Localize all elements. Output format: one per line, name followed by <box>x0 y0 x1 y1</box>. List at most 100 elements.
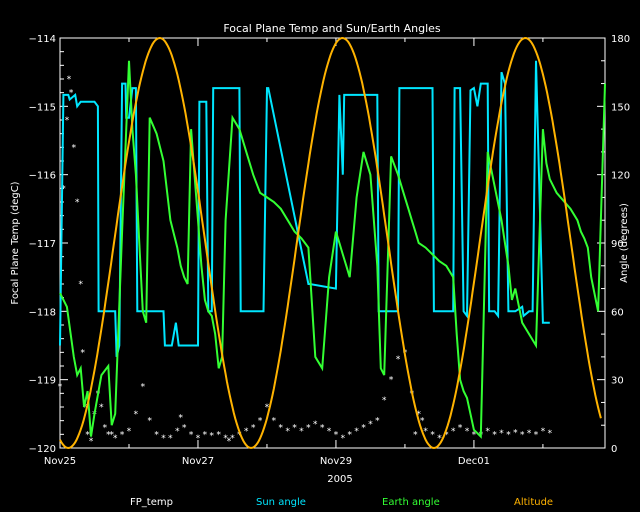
fp-temp-point: * <box>444 430 449 440</box>
fp-temp-point: * <box>66 75 71 85</box>
y-left-tick-label: −117 <box>29 239 56 250</box>
fp-temp-point: * <box>492 430 497 440</box>
legend: FP_temp Sun angle Earth angle Altitude <box>130 497 553 508</box>
y-left-tick-label: −114 <box>29 34 56 45</box>
fp-temp-point: * <box>451 427 456 437</box>
fp-temp-point: * <box>71 143 76 153</box>
y-axis-right-label: Angle (degrees) <box>619 203 630 283</box>
fp-temp-point: * <box>278 424 283 434</box>
fp-temp-point: * <box>457 424 462 434</box>
y-axis-left-label: Focal Plane Temp (degC) <box>10 181 21 304</box>
fp-temp-point: * <box>175 427 180 437</box>
fp-temp-point: * <box>257 417 262 427</box>
y-left-tick-label: −120 <box>29 444 56 455</box>
series-layer: ******************* * ***** * ***** * * * * *** * *… <box>57 36 606 450</box>
fp-temp-point: * <box>244 427 249 437</box>
y-right-tick-label: 180 <box>611 34 630 45</box>
fp-temp-point: * <box>102 424 107 434</box>
fp-temp-point: * <box>75 198 80 208</box>
x-tick-label: Nov27 <box>182 456 214 467</box>
x-tick-label: Nov29 <box>320 456 352 467</box>
fp-temp-point: * <box>237 430 242 440</box>
fp-temp-point: * <box>526 429 531 439</box>
fp-temp-point: * <box>419 417 424 427</box>
fp-temp-point: * <box>68 89 73 99</box>
fp-temp-point: * <box>354 427 359 437</box>
y-right-tick-label: 0 <box>611 444 617 455</box>
fp-temp-point: * <box>106 430 111 440</box>
fp-temp-point: * <box>430 430 435 440</box>
fp-temp-point: * <box>375 417 380 427</box>
fp-temp-point: * <box>540 427 545 437</box>
fp-temp-point: * <box>513 428 518 438</box>
fp-temp-point: * <box>88 437 93 447</box>
chart-title: Focal Plane Temp and Sun/Earth Angles <box>223 22 441 35</box>
y-left-tick-label: −118 <box>29 307 56 318</box>
fp-temp-point: * <box>368 420 373 430</box>
fp-temp-point: * <box>326 427 331 437</box>
legend-sun-angle: Sun angle <box>256 497 306 508</box>
fp-temp-point: * <box>230 434 235 444</box>
fp-temp-point: * <box>188 430 193 440</box>
fp-temp-point: * <box>126 427 131 437</box>
fp-temp-point: * <box>61 184 66 194</box>
fp-temp-point: * <box>78 280 83 290</box>
y-left-tick-label: −115 <box>29 102 56 113</box>
fp-temp-point: * <box>57 383 62 393</box>
fp-temp-point: * <box>285 427 290 437</box>
fp-temp-point: * <box>250 424 255 434</box>
fp-temp-point: * <box>313 420 318 430</box>
fp-temp-point: * <box>271 417 276 427</box>
fp-temp-point: * <box>388 376 393 386</box>
fp-temp-point: * <box>485 427 490 437</box>
fp-temp-point: * <box>168 434 173 444</box>
fp-temp-point: * <box>181 424 186 434</box>
y-left-tick-label: −119 <box>29 376 56 387</box>
fp-temp-point: * <box>109 430 114 440</box>
fp-temp-point: * <box>464 427 469 437</box>
altitude-line <box>59 36 602 450</box>
legend-earth-angle: Earth angle <box>382 497 440 508</box>
y-right-tick-label: 150 <box>611 102 630 113</box>
fp-temp-point: * <box>471 430 476 440</box>
fp-temp-point: * <box>547 429 552 439</box>
y-left-tick-label: −116 <box>29 171 56 182</box>
fp-temp-point: * <box>264 403 269 413</box>
fp-temp-point: * <box>85 430 90 440</box>
fp-temp-point: * <box>154 430 159 440</box>
fp-temp-point: * <box>347 430 352 440</box>
fp-temp-point: * <box>340 434 345 444</box>
fp-temp-point: * <box>216 430 221 440</box>
fp-temp-point: * <box>423 427 428 437</box>
fp-temp-point: * <box>333 430 338 440</box>
fp-temp-point: * <box>520 430 525 440</box>
x-axis-label: 2005 <box>327 474 352 485</box>
y-right-tick-label: 30 <box>611 376 624 387</box>
fp-temp-point: * <box>178 413 183 423</box>
fp-temp-point: * <box>382 396 387 406</box>
y-right-tick-label: 120 <box>611 171 630 182</box>
fp-temp-point: * <box>226 437 231 447</box>
y-right-tick-label: 60 <box>611 307 624 318</box>
fp-temp-point: * <box>147 417 152 427</box>
fp-temp-point: * <box>299 427 304 437</box>
fp-temp-point: * <box>195 434 200 444</box>
fp-temp-point: * <box>223 434 228 444</box>
fp-temp-point: * <box>64 116 69 126</box>
fp-temp-point: * <box>306 424 311 434</box>
x-tick-label: Nov25 <box>44 456 76 467</box>
fp-temp-point: * <box>82 403 87 413</box>
fp-temp-point: * <box>209 432 214 442</box>
fp-temp-point: * <box>80 348 85 358</box>
legend-altitude: Altitude <box>514 497 553 508</box>
fp-temp-point: * <box>112 434 117 444</box>
y-right-tick-label: 90 <box>611 239 624 250</box>
fp-temp-point: * <box>437 434 442 444</box>
fp-temp-point: * <box>499 429 504 439</box>
earth-angle-line <box>59 60 606 439</box>
fp-temp-point: * <box>413 430 418 440</box>
fp-temp-point: * <box>361 424 366 434</box>
fp-temp-point: * <box>119 430 124 440</box>
axis-ticks: Nov25 Nov27 Nov29 Dec01 −120 −119 −118 −117 −116… <box>29 34 631 467</box>
